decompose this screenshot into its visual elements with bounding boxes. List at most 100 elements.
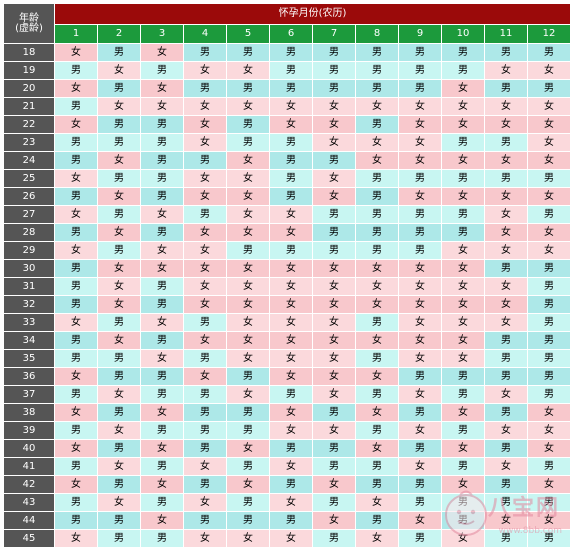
girl-cell: 女 xyxy=(227,170,269,187)
table-row: 29 女男女女男男男男男女女女 xyxy=(4,242,570,259)
girl-cell: 女 xyxy=(528,512,570,529)
month-header: 9 xyxy=(399,24,441,43)
girl-cell: 女 xyxy=(442,242,484,259)
boy-cell: 男 xyxy=(141,152,183,169)
table-row: 20 女男女男男男男男男女男男 xyxy=(4,80,570,97)
boy-cell: 男 xyxy=(227,44,269,61)
boy-cell: 男 xyxy=(184,476,226,493)
girl-cell: 女 xyxy=(141,242,183,259)
table-row: 42 女男女男女男女男男女男女 xyxy=(4,476,570,493)
boy-cell: 男 xyxy=(270,242,312,259)
boy-cell: 男 xyxy=(98,368,140,385)
age-cell: 31 xyxy=(4,278,54,295)
girl-cell: 女 xyxy=(227,476,269,493)
boy-cell: 男 xyxy=(227,368,269,385)
boy-cell: 男 xyxy=(184,386,226,403)
table-row: 39 男女男男男女女男女男女女 xyxy=(4,422,570,439)
girl-cell: 女 xyxy=(356,98,398,115)
table-row: 34 男女男女女女女女女女男男 xyxy=(4,332,570,349)
age-cell: 28 xyxy=(4,224,54,241)
girl-cell: 女 xyxy=(399,152,441,169)
boy-cell: 男 xyxy=(399,170,441,187)
age-cell: 29 xyxy=(4,242,54,259)
girl-cell: 女 xyxy=(528,152,570,169)
girl-cell: 女 xyxy=(313,476,355,493)
girl-cell: 女 xyxy=(485,242,527,259)
boy-cell: 男 xyxy=(485,350,527,367)
boy-cell: 男 xyxy=(98,170,140,187)
table-row: 23 男男男女男男女女女男男女 xyxy=(4,134,570,151)
girl-cell: 女 xyxy=(184,98,226,115)
girl-cell: 女 xyxy=(528,404,570,421)
girl-cell: 女 xyxy=(399,512,441,529)
boy-cell: 男 xyxy=(55,188,97,205)
boy-cell: 男 xyxy=(141,170,183,187)
boy-cell: 男 xyxy=(399,224,441,241)
girl-cell: 女 xyxy=(485,278,527,295)
girl-cell: 女 xyxy=(227,188,269,205)
girl-cell: 女 xyxy=(184,368,226,385)
boy-cell: 男 xyxy=(184,80,226,97)
girl-cell: 女 xyxy=(399,422,441,439)
table-row: 38 女男女男男女男女男女男女 xyxy=(4,404,570,421)
girl-cell: 女 xyxy=(485,422,527,439)
boy-cell: 男 xyxy=(485,476,527,493)
boy-cell: 男 xyxy=(98,440,140,457)
girl-cell: 女 xyxy=(442,278,484,295)
boy-cell: 男 xyxy=(55,296,97,313)
boy-cell: 男 xyxy=(227,494,269,511)
boy-cell: 男 xyxy=(528,278,570,295)
girl-cell: 女 xyxy=(270,224,312,241)
girl-cell: 女 xyxy=(313,134,355,151)
month-group-title: 怀孕月份(农历) xyxy=(55,4,570,24)
age-header-line2: (虚龄) xyxy=(15,22,43,34)
table-row: 28 男女男女女女男男男男女女 xyxy=(4,224,570,241)
boy-cell: 男 xyxy=(442,422,484,439)
boy-cell: 男 xyxy=(270,170,312,187)
girl-cell: 女 xyxy=(184,170,226,187)
boy-cell: 男 xyxy=(55,98,97,115)
table-row: 27 女男女男女女男男男男女男 xyxy=(4,206,570,223)
boy-cell: 男 xyxy=(227,458,269,475)
girl-cell: 女 xyxy=(356,260,398,277)
girl-cell: 女 xyxy=(528,134,570,151)
table-row: 45 女男男女女女男女男女男男 xyxy=(4,530,570,547)
girl-cell: 女 xyxy=(98,152,140,169)
girl-cell: 女 xyxy=(528,116,570,133)
boy-cell: 男 xyxy=(55,332,97,349)
girl-cell: 女 xyxy=(528,476,570,493)
age-cell: 34 xyxy=(4,332,54,349)
girl-cell: 女 xyxy=(442,80,484,97)
boy-cell: 男 xyxy=(356,386,398,403)
table-row: 24 男女男男女男男女女女女女 xyxy=(4,152,570,169)
month-header: 1 xyxy=(55,24,97,43)
boy-cell: 男 xyxy=(141,368,183,385)
month-header: 5 xyxy=(227,24,269,43)
table-row: 19 男女男女女男男男男男女女 xyxy=(4,62,570,79)
boy-cell: 男 xyxy=(227,134,269,151)
girl-cell: 女 xyxy=(227,224,269,241)
girl-cell: 女 xyxy=(313,116,355,133)
age-cell: 22 xyxy=(4,116,54,133)
boy-cell: 男 xyxy=(528,314,570,331)
girl-cell: 女 xyxy=(399,188,441,205)
girl-cell: 女 xyxy=(141,314,183,331)
watermark-url: www.8bb.com xyxy=(498,526,562,536)
boy-cell: 男 xyxy=(442,386,484,403)
boy-cell: 男 xyxy=(356,80,398,97)
girl-cell: 女 xyxy=(356,332,398,349)
boy-cell: 男 xyxy=(313,224,355,241)
boy-cell: 男 xyxy=(141,278,183,295)
girl-cell: 女 xyxy=(184,458,226,475)
girl-cell: 女 xyxy=(270,494,312,511)
boy-cell: 男 xyxy=(442,368,484,385)
age-cell: 23 xyxy=(4,134,54,151)
boy-cell: 男 xyxy=(184,44,226,61)
month-header: 11 xyxy=(485,24,527,43)
boy-cell: 男 xyxy=(270,188,312,205)
boy-cell: 男 xyxy=(270,134,312,151)
girl-cell: 女 xyxy=(528,440,570,457)
boy-cell: 男 xyxy=(485,494,527,511)
girl-cell: 女 xyxy=(270,458,312,475)
boy-cell: 男 xyxy=(184,512,226,529)
